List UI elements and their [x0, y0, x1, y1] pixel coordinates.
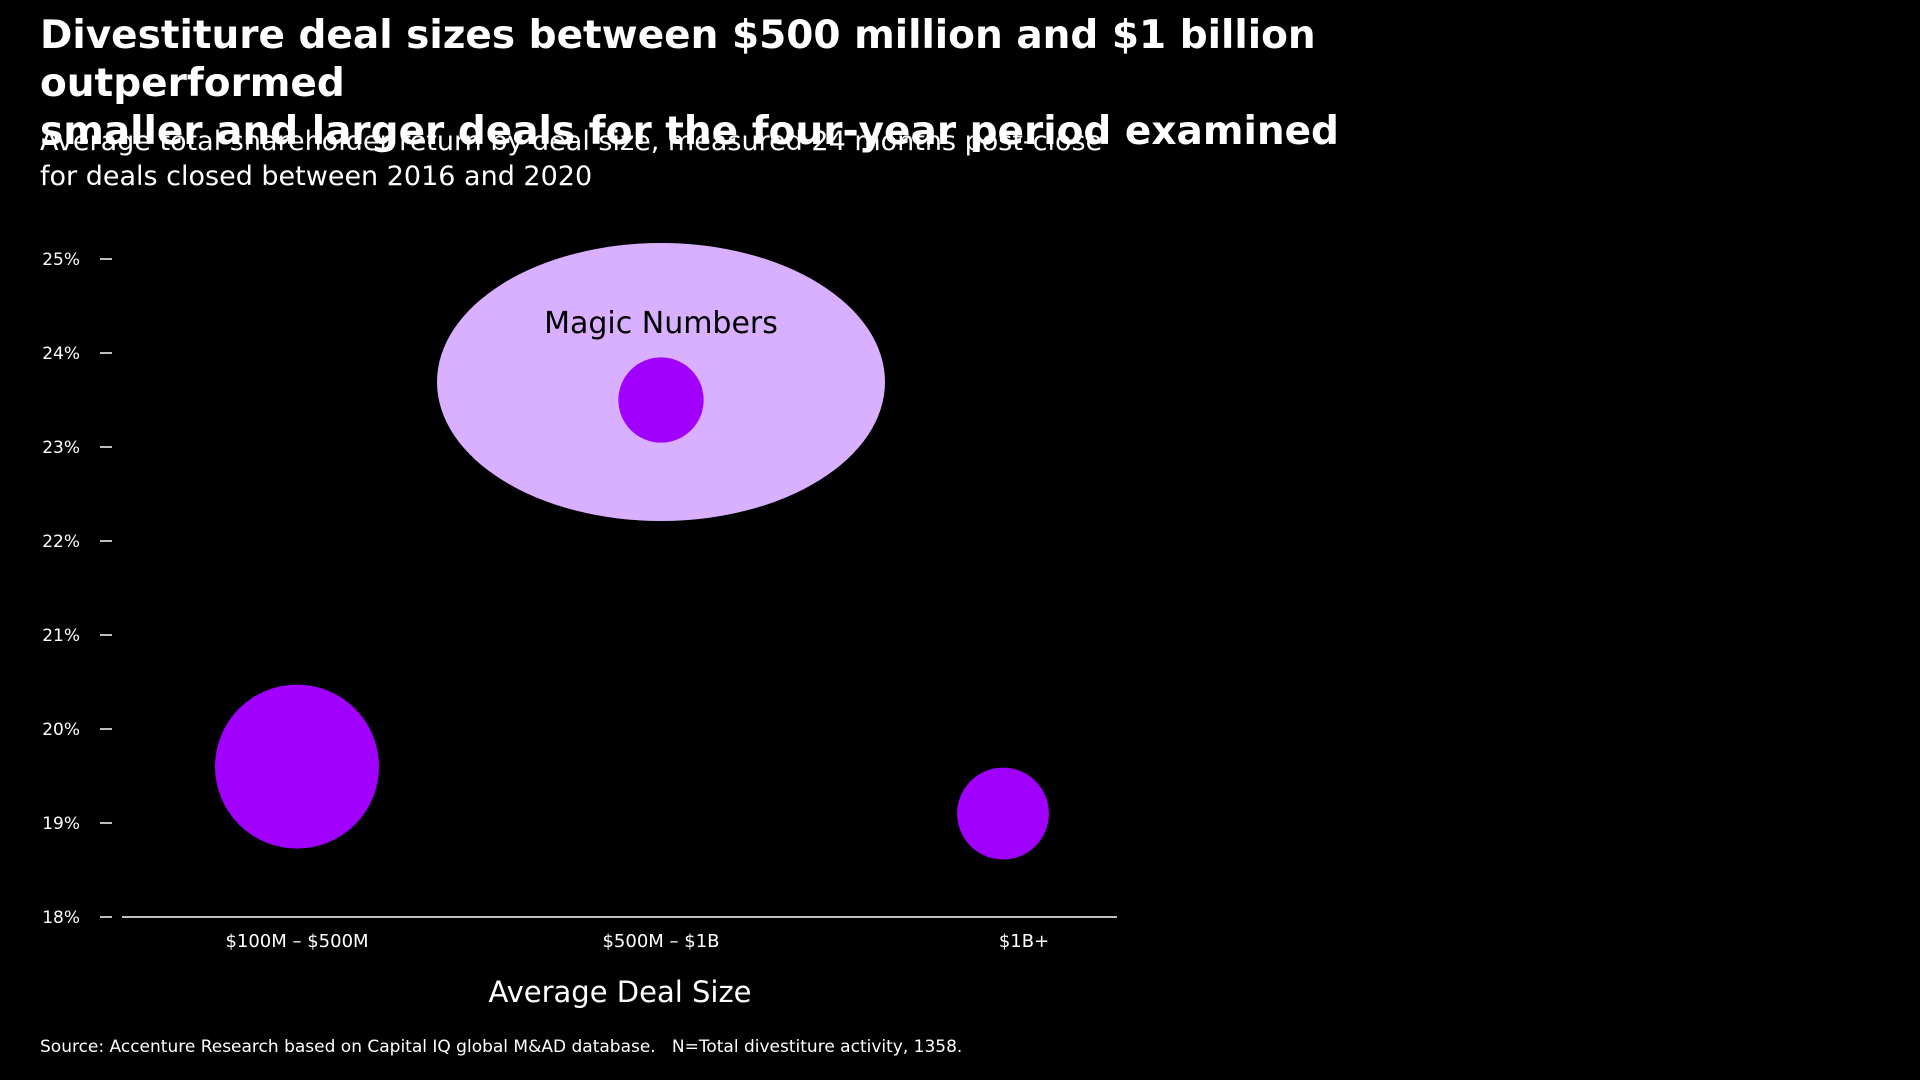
- bubble-point: [957, 767, 1049, 860]
- x-axis-title: Average Deal Size: [488, 975, 751, 1009]
- y-tick-label: 22%: [42, 532, 80, 552]
- y-tick-label: 23%: [42, 438, 80, 458]
- x-tick-label: $100M – $500M: [225, 931, 368, 952]
- source-note: Source: Accenture Research based on Capi…: [40, 1037, 963, 1057]
- y-tick-label: 25%: [42, 250, 80, 270]
- x-tick-label: $1B+: [999, 931, 1049, 952]
- chart-title: Divestiture deal sizes between $500 mill…: [40, 12, 1540, 156]
- y-tick-label: 19%: [42, 814, 80, 834]
- x-tick-label: $500M – $1B: [602, 931, 719, 952]
- y-tick-label: 18%: [42, 908, 80, 928]
- y-tick-label: 24%: [42, 344, 80, 364]
- chart-subtitle: Average total shareholder return by deal…: [40, 124, 1190, 194]
- chart-title-line-2: smaller and larger deals for the four-ye…: [40, 109, 1339, 154]
- annotation-label: Magic Numbers: [544, 306, 778, 341]
- chart-title-line-1: Divestiture deal sizes between $500 mill…: [40, 13, 1316, 106]
- y-tick-label: 21%: [42, 626, 80, 646]
- chart-subtitle-line-2: for deals closed between 2016 and 2020: [40, 161, 593, 192]
- chart-subtitle-line-1: Average total shareholder return by deal…: [40, 126, 1103, 157]
- bubble-point: [215, 684, 379, 849]
- bubble-point: [618, 357, 704, 443]
- y-tick-label: 20%: [42, 720, 80, 740]
